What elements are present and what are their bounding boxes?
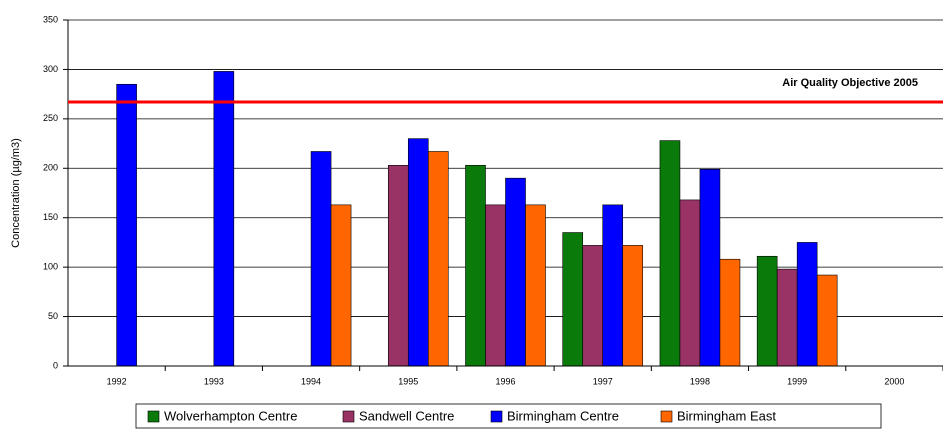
bar bbox=[525, 204, 546, 367]
bar bbox=[602, 204, 624, 367]
bar bbox=[562, 232, 584, 367]
legend-swatch bbox=[147, 410, 160, 423]
legend-box bbox=[135, 403, 882, 429]
bar bbox=[505, 177, 526, 367]
bar bbox=[622, 245, 644, 367]
y-tick-label: 50 bbox=[48, 311, 58, 321]
legend-label: Birmingham East bbox=[677, 408, 776, 423]
x-tick-label: 2000 bbox=[884, 376, 904, 386]
y-axis-label: Concentration (µg/m3) bbox=[10, 138, 22, 248]
bar bbox=[427, 151, 449, 367]
x-tick-label: 1992 bbox=[107, 376, 127, 386]
bar bbox=[679, 199, 701, 367]
y-tick-label: 0 bbox=[53, 360, 58, 370]
bar bbox=[465, 165, 486, 367]
x-tick-label: 1998 bbox=[690, 376, 710, 386]
x-tick-label: 1999 bbox=[787, 376, 807, 386]
y-tick-label: 250 bbox=[43, 113, 58, 123]
x-tick-label: 1995 bbox=[398, 376, 418, 386]
objective-label: Air Quality Objective 2005 bbox=[782, 77, 918, 89]
bar bbox=[310, 151, 332, 367]
bar bbox=[699, 168, 721, 367]
y-tick-label: 150 bbox=[43, 212, 58, 222]
x-tick-label: 1996 bbox=[495, 376, 515, 386]
x-tick-label: 1993 bbox=[204, 376, 224, 386]
x-tick-label: 1997 bbox=[593, 376, 613, 386]
bar bbox=[330, 204, 352, 367]
bar bbox=[485, 204, 506, 367]
bar bbox=[756, 255, 778, 367]
bar bbox=[719, 258, 741, 367]
legend-swatch bbox=[660, 410, 673, 423]
bar bbox=[796, 242, 818, 367]
legend: Wolverhampton Centre Sandwell Centre Birmi… bbox=[135, 403, 882, 429]
bar bbox=[659, 140, 681, 367]
y-tick-label: 300 bbox=[43, 64, 58, 74]
legend-swatch bbox=[342, 410, 355, 423]
bar bbox=[116, 83, 137, 367]
bar bbox=[407, 138, 429, 367]
y-tick-label: 100 bbox=[43, 262, 58, 272]
legend-swatch bbox=[490, 410, 503, 423]
y-tick-label: 350 bbox=[43, 14, 58, 24]
bar bbox=[213, 71, 235, 367]
bar bbox=[816, 274, 838, 367]
bar bbox=[387, 165, 409, 367]
legend-label: Wolverhampton Centre bbox=[164, 408, 297, 423]
legend-label: Birmingham Centre bbox=[507, 408, 619, 423]
y-tick-label: 200 bbox=[43, 163, 58, 173]
legend-label: Sandwell Centre bbox=[359, 408, 454, 423]
x-tick-label: 1994 bbox=[301, 376, 321, 386]
bar bbox=[582, 245, 604, 367]
bar bbox=[776, 268, 798, 367]
